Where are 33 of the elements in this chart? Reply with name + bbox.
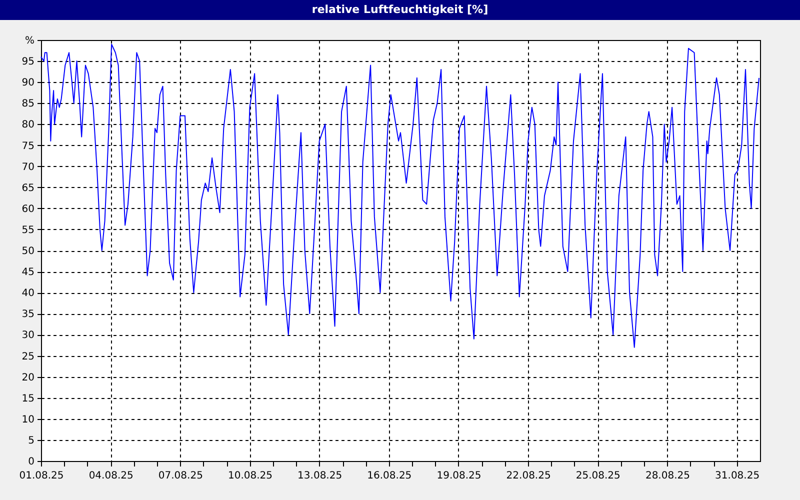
x-tick-label: 22.08.25 [506, 470, 551, 482]
y-tick-label: % [24, 36, 34, 46]
x-tick-label: 04.08.25 [88, 470, 134, 482]
y-tick-label: 35 [22, 309, 34, 320]
y-tick-label: 45 [22, 267, 34, 278]
y-tick-label: 50 [22, 246, 34, 257]
y-tick-label: 5 [28, 435, 34, 446]
y-tick-label: 0 [28, 456, 34, 468]
x-tick-label: 28.08.25 [645, 470, 690, 482]
y-tick-label: 85 [22, 98, 34, 110]
y-tick-label: 20 [22, 372, 34, 384]
y-tick-label: 15 [22, 393, 34, 404]
x-tick-label: 16.08.25 [367, 470, 412, 482]
x-tick-label: 25.08.25 [576, 470, 620, 482]
y-tick-label: 40 [22, 288, 34, 300]
y-tick-label: 10 [22, 414, 34, 426]
y-tick-label: 90 [22, 78, 34, 89]
x-tick-label: 07.08.25 [158, 470, 203, 482]
y-tick-label: 25 [22, 351, 34, 362]
x-tick-label: 01.08.25 [19, 470, 64, 482]
y-tick-label: 75 [22, 140, 34, 152]
chart-title: relative Luftfeuchtigkeit [%] [312, 3, 488, 16]
x-tick-label: 10.08.25 [228, 470, 273, 482]
y-tick-label: 55 [22, 224, 34, 236]
x-tick-label: 13.08.25 [298, 470, 342, 482]
y-tick-label: 95 [22, 56, 34, 68]
y-tick-label: 80 [22, 120, 34, 131]
y-tick-label: 65 [22, 182, 34, 194]
x-tick-label: 19.08.25 [436, 470, 482, 482]
x-tick-label: 31.08.25 [715, 470, 760, 482]
y-tick-label: 70 [22, 162, 34, 173]
y-tick-label: 60 [22, 204, 34, 215]
y-tick-label: 30 [22, 330, 34, 342]
